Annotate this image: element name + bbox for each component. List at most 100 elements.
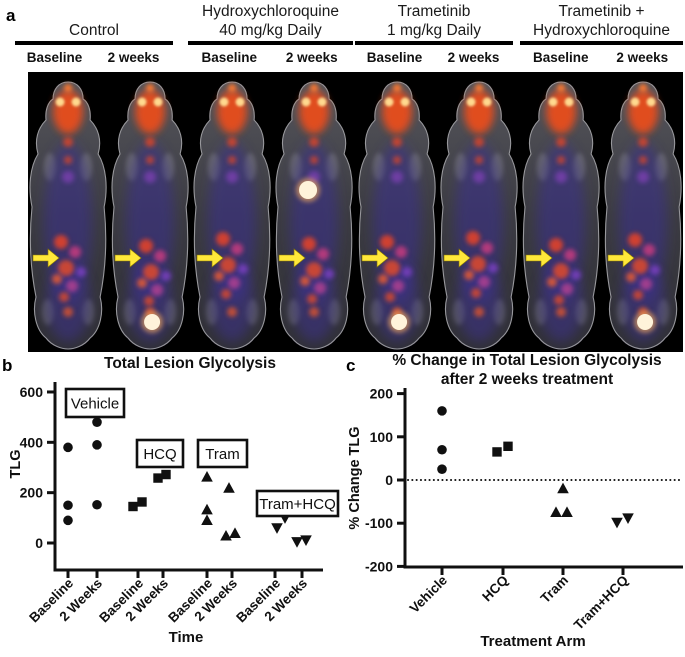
group-title-line1: Trametinib + <box>558 3 645 20</box>
series-HCQ <box>128 469 171 512</box>
group-title-line1: Hydroxychloroquine <box>202 3 339 20</box>
lesion-arrow-icon <box>361 248 389 268</box>
treatment-group-header-control: Control Baseline 2 weeks <box>15 0 173 69</box>
spine-uptake <box>208 142 257 302</box>
x-axis-title: Treatment Arm <box>480 633 585 650</box>
group-title-line1: Control <box>69 21 119 39</box>
group-title-line2: 40 mg/kg Daily <box>219 21 322 39</box>
y-axis-title: TLG <box>8 450 24 479</box>
group-title-line2: Hydroxychloroquine <box>533 21 670 39</box>
x-tick-label: HCQ <box>479 573 511 605</box>
y-axis-title: % Change TLG <box>347 426 363 529</box>
group-title: Control <box>15 0 173 40</box>
group-title: Trametinib + Hydroxychloroquine <box>520 0 683 40</box>
chart-c: 200 100 0 -100 -200 Vehicle HCQ Tram Tram+HCQ % C… <box>347 352 683 650</box>
timepoint-2weeks: 2 weeks <box>616 49 669 65</box>
pet-scan-8 <box>602 72 683 352</box>
timepoint-labels: Baseline 2 weeks <box>15 45 173 69</box>
series-Vehicle <box>63 417 102 526</box>
group-title-line2: 1 mg/kg Daily <box>387 21 481 39</box>
pet-mouse-image <box>438 72 519 352</box>
pet-mouse-image <box>274 72 355 352</box>
timepoint-2weeks: 2 weeks <box>447 49 500 65</box>
pet-scan-3 <box>192 72 273 352</box>
timepoint-baseline: Baseline <box>201 49 258 65</box>
y-tick-label: -200 <box>365 558 393 574</box>
group-title: Trametinib 1 mg/kg Daily <box>355 0 513 40</box>
y-tick-label: 200 <box>370 386 394 402</box>
series-Tram <box>550 482 573 517</box>
y-tick-label: 600 <box>20 384 44 400</box>
timepoint-labels: Baseline 2 weeks <box>188 45 353 69</box>
y-tick-label: 400 <box>20 434 44 450</box>
head-hotspot <box>627 90 658 134</box>
pet-mouse-image <box>192 72 273 352</box>
y-tick-label: 0 <box>35 535 43 551</box>
lesion-arrow-icon <box>196 248 224 268</box>
series-Vehicle <box>437 406 447 474</box>
x-axis-title: Time <box>169 629 204 646</box>
y-tick-label: 0 <box>385 472 393 488</box>
head-hotspot <box>463 90 494 134</box>
bladder-hotspot <box>387 311 410 333</box>
lesion-arrow-icon <box>443 248 471 268</box>
panel-c-letter: c <box>346 356 356 375</box>
bladder-hotspot <box>141 311 164 333</box>
abdomen-cluster <box>214 232 249 299</box>
treatment-group-header-tram-hcq: Trametinib + Hydroxychloroquine Baseline … <box>520 0 683 69</box>
panel-b-letter: b <box>2 356 13 375</box>
group-label-box <box>255 489 340 518</box>
group-label-text: Tram <box>205 446 239 463</box>
spine-uptake <box>454 142 503 302</box>
y-tick-label: 100 <box>370 429 394 445</box>
treatment-group-header-tram: Trametinib 1 mg/kg Daily Baseline 2 weeks <box>355 0 513 69</box>
abdomen-cluster <box>625 233 660 300</box>
timepoint-labels: Baseline 2 weeks <box>520 45 683 69</box>
chart-title: % Change in Total Lesion Glycolysis <box>392 352 661 369</box>
timepoint-baseline: Baseline <box>366 49 423 65</box>
x-tick-label: Tram <box>538 573 571 606</box>
bladder-hotspot <box>633 311 656 333</box>
series-HCQ <box>492 441 513 457</box>
x-tick-label: Tram+HCQ <box>571 573 631 633</box>
head-hotspot <box>217 90 248 134</box>
spine-uptake <box>372 142 421 302</box>
abdomen-cluster <box>52 235 87 302</box>
lesion-arrow-icon <box>279 248 306 268</box>
lesion-arrow-icon <box>32 248 60 268</box>
pet-scan-2 <box>110 72 191 352</box>
abdomen-cluster <box>137 239 172 306</box>
group-label-box <box>196 438 249 469</box>
abdomen-cluster <box>300 237 335 304</box>
chest-hotspot <box>296 178 321 202</box>
abdomen-cluster <box>546 238 581 305</box>
chart-title: Total Lesion Glycolysis <box>104 355 276 372</box>
pet-mouse-image <box>602 72 683 352</box>
y-tick-label: 200 <box>20 485 44 501</box>
pet-mouse-image <box>356 72 437 352</box>
group-label-text: Vehicle <box>71 396 119 413</box>
lesion-arrow-icon <box>607 248 635 268</box>
pet-mouse-image <box>28 72 109 352</box>
head-hotspot <box>299 90 330 134</box>
pet-scan-4 <box>274 72 355 352</box>
group-underline <box>188 41 353 45</box>
group-underline <box>355 41 513 45</box>
lesion-arrow-icon <box>114 248 142 268</box>
pet-scan-1 <box>28 72 109 352</box>
group-title: Hydroxychloroquine 40 mg/kg Daily <box>188 0 353 40</box>
pet-scan-5 <box>356 72 437 352</box>
spine-uptake <box>44 142 93 302</box>
y-tick-label: -100 <box>365 515 393 531</box>
spine-uptake <box>618 142 667 302</box>
panel-a-letter: a <box>6 6 16 25</box>
treatment-group-header-hcq: Hydroxychloroquine 40 mg/kg Daily Baselin… <box>188 0 353 69</box>
timepoint-2weeks: 2 weeks <box>107 49 160 65</box>
group-underline <box>520 41 683 45</box>
pet-scan-6 <box>438 72 519 352</box>
head-hotspot <box>135 90 166 134</box>
group-label-text: HCQ <box>143 446 176 463</box>
chart-title: after 2 weeks treatment <box>441 371 613 388</box>
